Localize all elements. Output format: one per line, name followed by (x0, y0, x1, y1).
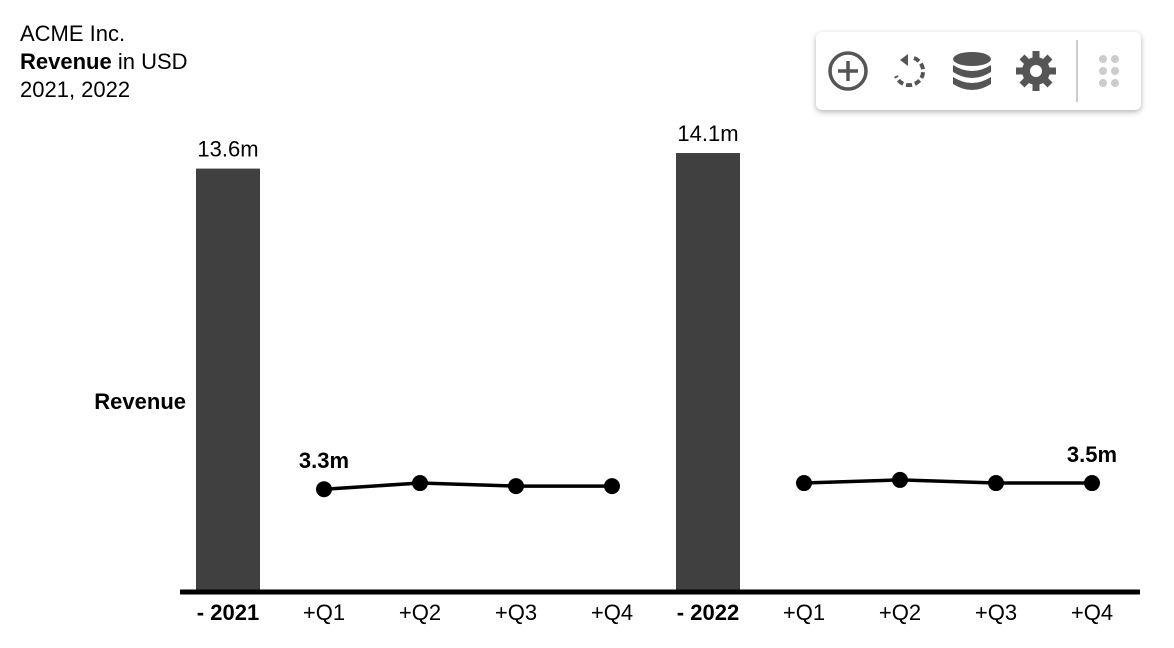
header: ACME Inc. Revenue in USD 2021, 2022 (20, 20, 188, 104)
x-tick-label: +Q4 (1071, 600, 1113, 625)
x-tick-label: +Q1 (783, 600, 825, 625)
x-tick-label: +Q3 (495, 600, 537, 625)
line-point (604, 478, 620, 495)
line-point (988, 475, 1004, 492)
bar (676, 153, 740, 592)
x-tick-label: +Q4 (591, 600, 633, 625)
line-point (316, 481, 332, 498)
x-tick-label: +Q3 (975, 600, 1017, 625)
value-label: 13.6m (197, 136, 258, 161)
unit: in USD (117, 49, 188, 74)
drag-handle[interactable] (1099, 55, 1119, 87)
x-tick-label: - 2022 (677, 600, 739, 625)
line-point (1084, 475, 1100, 492)
x-tick-label: +Q1 (303, 600, 345, 625)
line (323, 481, 612, 492)
add-button[interactable] (828, 51, 868, 91)
period: 2021, 2022 (20, 77, 131, 102)
x-tick-label: +Q2 (879, 600, 921, 625)
value-label: 3.3m (299, 448, 349, 473)
measure-line: Revenue in USD (20, 48, 188, 76)
line-point (508, 478, 524, 495)
x-tick-label: - 2021 (197, 600, 259, 625)
settings-button[interactable] (1016, 51, 1056, 91)
x-tick-label: +Q2 (399, 600, 441, 625)
line-point (796, 475, 812, 492)
value-label: 3.5m (1067, 442, 1117, 467)
toolbar (816, 32, 1141, 110)
refresh-button[interactable] (894, 54, 926, 88)
line-point (892, 471, 908, 488)
line-point (412, 475, 428, 492)
line (803, 478, 1092, 485)
bar (196, 168, 260, 592)
toolbar-icons (828, 40, 1119, 102)
company: ACME Inc. (20, 21, 126, 46)
measure: Revenue (20, 49, 112, 74)
y-label: Revenue (94, 389, 186, 414)
value-label: 14.1m (677, 121, 738, 146)
data-button[interactable] (953, 52, 991, 90)
